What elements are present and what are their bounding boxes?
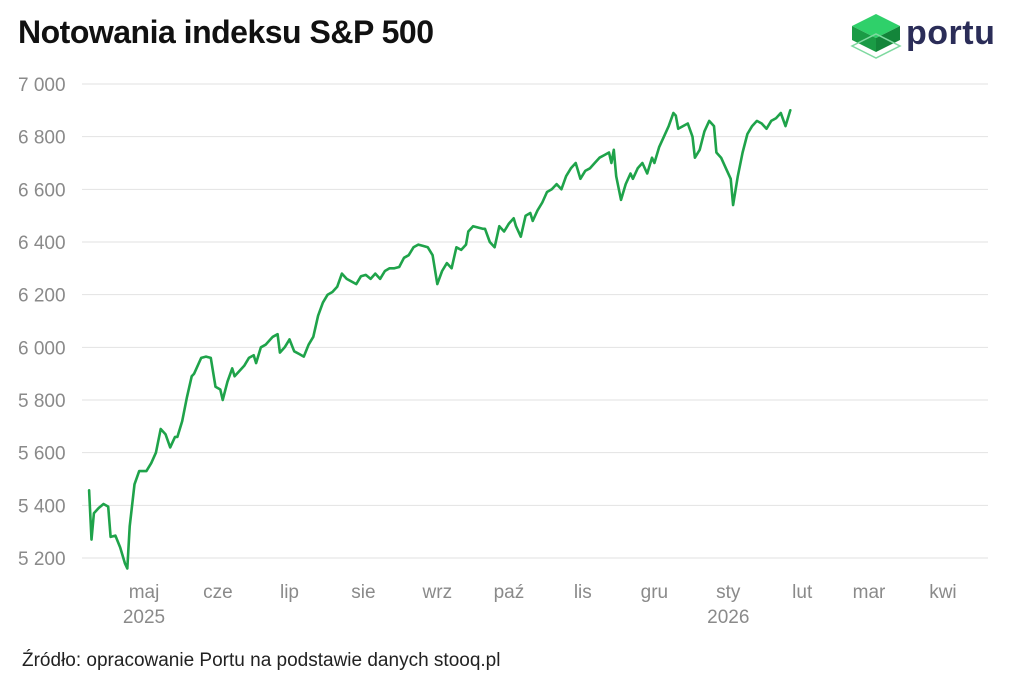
x-tick-label: maj [129,582,160,603]
cube-icon [850,14,902,59]
x-tick-label: lut [792,582,813,603]
y-tick-label: 5 800 [18,391,66,412]
x-tick-label: kwi [929,582,956,603]
x-tick-year-label: 2026 [707,607,749,628]
x-tick-label: lip [280,582,299,603]
x-tick-label: gru [641,582,668,603]
x-tick-label: cze [203,582,233,603]
y-tick-label: 6 600 [18,180,66,201]
logo-text: portu [906,14,996,52]
x-tick-year-label: 2025 [123,607,165,628]
page-title: Notowania indeksu S&P 500 [18,14,434,50]
y-tick-label: 6 000 [18,338,66,359]
source-note: Źródło: opracowanie Portu na podstawie d… [22,650,501,671]
y-tick-label: 5 600 [18,444,66,465]
series-line [87,109,792,570]
x-tick-label: sie [351,582,375,603]
portu-logo: portu [848,10,1018,66]
y-tick-label: 6 400 [18,233,66,254]
x-tick-label: mar [853,582,886,603]
y-tick-label: 5 400 [18,496,66,517]
x-tick-label: lis [574,582,592,603]
x-tick-label: paź [494,582,525,603]
x-tick-label: sty [716,582,741,603]
x-tick-label: wrz [422,582,453,603]
y-tick-label: 6 200 [18,286,66,307]
y-tick-label: 7 000 [18,75,66,96]
y-tick-label: 5 200 [18,549,66,570]
y-tick-label: 6 800 [18,128,66,149]
